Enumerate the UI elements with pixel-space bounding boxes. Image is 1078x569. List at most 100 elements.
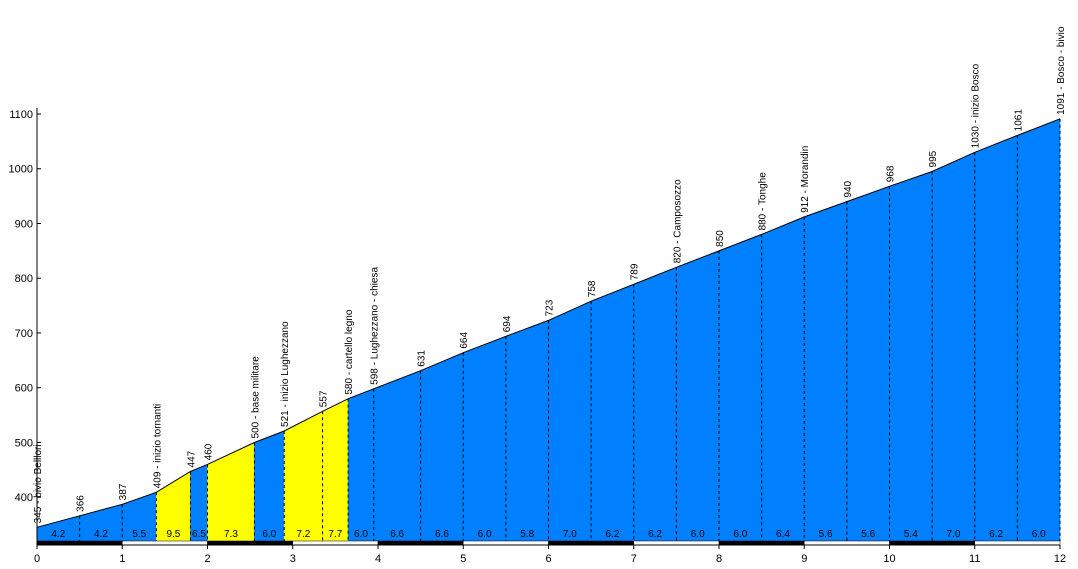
grade-label-25: 6.0 xyxy=(1032,529,1046,540)
point-label-12: 664 xyxy=(459,332,470,349)
grade-label-5: 7.3 xyxy=(224,529,238,540)
profile-segment-25 xyxy=(1017,118,1061,542)
profile-segment-19 xyxy=(761,216,805,542)
point-label-13: 694 xyxy=(502,315,513,332)
point-markers xyxy=(79,118,1061,541)
profile-segments xyxy=(36,118,1061,542)
point-label-7: 521 - inizio Lughezzano xyxy=(280,321,291,427)
point-label-1: 366 xyxy=(76,495,87,512)
point-label-22: 968 xyxy=(886,165,897,182)
y-tick-label-800: 800 xyxy=(15,273,33,285)
ruler-bar-1 xyxy=(122,540,208,546)
point-label-15: 758 xyxy=(587,280,598,297)
grade-label-7: 7.2 xyxy=(296,529,310,540)
x-tick-label-5: 5 xyxy=(460,553,466,565)
point-label-0: 345 - bivio Belllori xyxy=(33,444,44,523)
profile-segment-21 xyxy=(846,185,890,542)
grade-label-17: 6.0 xyxy=(691,529,705,540)
profile-segment-24 xyxy=(974,134,1018,542)
ruler-bar-7 xyxy=(633,540,720,546)
grade-label-6: 6.0 xyxy=(262,529,276,540)
point-label-9: 580 - cartello legno xyxy=(344,309,355,394)
profile-segment-7 xyxy=(283,410,323,542)
grade-label-15: 6.2 xyxy=(605,529,619,540)
x-tick-label-1: 1 xyxy=(119,553,125,565)
grade-label-22: 5.4 xyxy=(904,529,918,540)
ruler-bar-10 xyxy=(889,540,975,546)
point-label-6: 500 - base militare xyxy=(250,356,261,439)
point-label-8: 557 xyxy=(319,390,330,407)
grade-label-3: 9.5 xyxy=(166,529,180,540)
ruler-bar-0 xyxy=(36,540,123,546)
profile-segment-14 xyxy=(548,300,592,542)
point-label-23: 995 xyxy=(928,150,939,167)
x-tick-label-6: 6 xyxy=(545,553,551,565)
point-label-3: 409 - inizio tornanti xyxy=(152,404,163,489)
profile-segment-13 xyxy=(505,319,549,542)
ruler-bar-11 xyxy=(974,540,1061,546)
profile-segment-17 xyxy=(676,250,720,542)
grade-labels: 4.2 4.2 5.5 9.5 6.5 7.3 6.0 7.2 7.7 6.0 6.6 6.6 6.0 5… xyxy=(51,529,1046,540)
x-tick-label-12: 12 xyxy=(1054,553,1066,565)
ruler-bar-4 xyxy=(377,540,464,546)
grade-label-8: 7.7 xyxy=(328,529,342,540)
point-label-2: 387 xyxy=(118,483,129,500)
distance-ruler xyxy=(36,540,1061,546)
x-tick-label-4: 4 xyxy=(375,553,381,565)
point-label-17: 820 - Camposozzo xyxy=(672,179,683,263)
x-tick-label-7: 7 xyxy=(631,553,637,565)
grade-label-1: 4.2 xyxy=(94,529,108,540)
point-label-5: 460 xyxy=(204,443,215,460)
point-label-4: 447 xyxy=(186,450,197,467)
x-tick-label-11: 11 xyxy=(969,553,980,565)
profile-segment-8 xyxy=(322,398,349,542)
x-ticks: 0 1 2 3 4 5 6 7 8 9 10 11 12 xyxy=(34,545,1066,565)
profile-segment-15 xyxy=(590,283,635,542)
grade-label-11: 6.6 xyxy=(435,529,449,540)
point-label-20: 912 - Morandin xyxy=(800,146,811,213)
y-tick-label-500: 500 xyxy=(15,437,33,449)
point-label-26: 1091 - Bosco - bivio xyxy=(1056,26,1067,115)
x-tick-label-9: 9 xyxy=(801,553,807,565)
x-tick-label-8: 8 xyxy=(716,553,722,565)
ruler-bar-2 xyxy=(207,540,293,546)
grade-label-12: 6.0 xyxy=(478,529,492,540)
point-labels: 345 - bivio Belllori 366 387 409 - inizio t… xyxy=(33,26,1067,523)
grade-label-18: 6.0 xyxy=(733,529,747,540)
y-tick-label-1000: 1000 xyxy=(9,164,33,176)
grade-label-14: 7.0 xyxy=(563,529,577,540)
grade-label-4: 6.5 xyxy=(192,529,206,540)
profile-segment-5 xyxy=(207,441,255,542)
x-tick-label-3: 3 xyxy=(290,553,296,565)
profile-segment-20 xyxy=(803,201,848,542)
grade-label-21: 5.6 xyxy=(861,529,875,540)
point-label-21: 940 xyxy=(843,180,854,197)
point-label-10: 598 - Lughezzano - chiesa xyxy=(370,267,381,385)
grade-label-19: 6.4 xyxy=(776,529,790,540)
ruler-bar-3 xyxy=(292,540,379,546)
grade-label-0: 4.2 xyxy=(51,529,65,540)
point-label-18: 850 xyxy=(715,230,726,247)
grade-label-9: 6.0 xyxy=(354,529,368,540)
ruler-bar-9 xyxy=(804,540,890,546)
profile-segment-18 xyxy=(718,233,762,542)
grade-label-10: 6.6 xyxy=(390,529,404,540)
profile-segment-10 xyxy=(373,370,421,542)
profile-segment-23 xyxy=(931,151,976,542)
y-tick-label-900: 900 xyxy=(15,218,33,230)
grade-label-23: 7.0 xyxy=(946,529,960,540)
x-tick-label-10: 10 xyxy=(883,553,895,565)
y-tick-label-400: 400 xyxy=(15,492,33,504)
y-ticks: 400 500 600 700 800 900 1000 1100 xyxy=(9,109,41,504)
ruler-bar-6 xyxy=(548,540,634,546)
point-label-14: 723 xyxy=(545,299,556,316)
grade-label-2: 5.5 xyxy=(132,529,146,540)
point-label-19: 880 - Tonghe xyxy=(758,172,769,231)
grade-label-20: 5.6 xyxy=(819,529,833,540)
y-tick-label-700: 700 xyxy=(15,328,33,340)
point-label-25: 1061 xyxy=(1013,109,1024,132)
point-label-11: 631 xyxy=(417,350,428,367)
ruler-bar-5 xyxy=(463,540,549,546)
point-label-24: 1030 - inizio Bosco xyxy=(971,63,982,148)
